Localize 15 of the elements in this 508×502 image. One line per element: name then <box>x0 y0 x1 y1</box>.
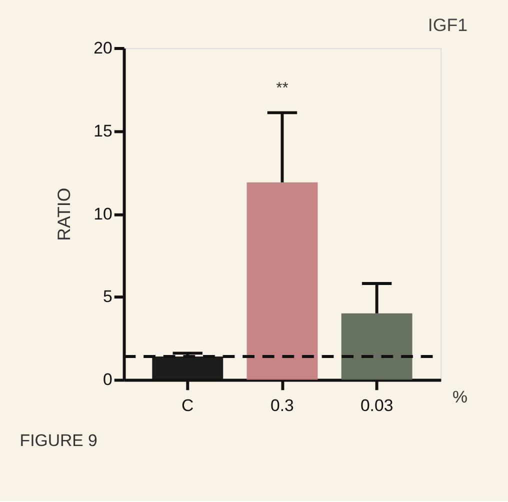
x-tick-label: C <box>182 396 194 415</box>
caption: FIGURE 9 <box>20 431 98 450</box>
x-tick-label: 0.3 <box>270 396 294 415</box>
bar <box>246 182 318 380</box>
chart-title: IGF1 <box>428 15 468 36</box>
y-tick-label: 10 <box>94 204 112 224</box>
bar <box>341 313 412 380</box>
x-tick-label: 0.03 <box>360 396 394 415</box>
y-axis-title: RATIO <box>54 188 74 241</box>
y-tick-label: 5 <box>103 287 112 306</box>
y-tick-label: 0 <box>103 370 112 390</box>
y-tick-label: 20 <box>94 38 112 58</box>
y-tick-label: 15 <box>94 121 112 140</box>
annotation: ** <box>276 80 288 97</box>
text: % <box>452 388 468 407</box>
